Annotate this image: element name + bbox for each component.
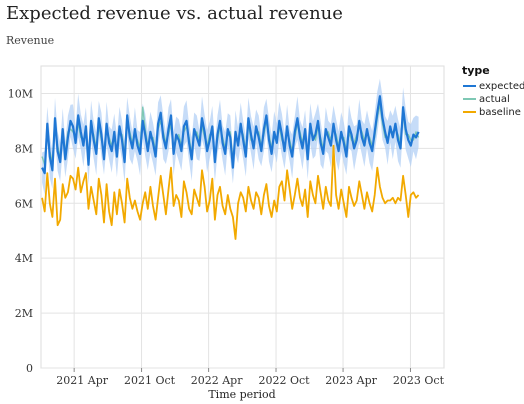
x-axis-label: Time period — [208, 388, 275, 401]
series-lines — [41, 95, 420, 240]
y-tick-label: 0 — [26, 362, 33, 375]
legend-label-expected: expected — [479, 81, 524, 92]
y-tick-label: 6M — [15, 197, 33, 210]
y-tick-label: 4M — [15, 252, 33, 265]
y-tick-label: 10M — [8, 87, 33, 100]
y-tick-label: 8M — [15, 142, 33, 155]
x-tick-label: 2023 Oct — [393, 374, 445, 387]
x-axis: 2021 Apr 2021 Oct 2022 Apr 2022 Oct 2023 Apr… — [56, 368, 445, 387]
legend-label-actual: actual — [479, 94, 510, 105]
chart-subtitle: Revenue — [6, 34, 55, 47]
y-tick-label: 2M — [15, 307, 33, 320]
x-tick-label: 2022 Oct — [258, 374, 310, 387]
x-tick-label: 2021 Apr — [56, 374, 108, 387]
x-tick-label: 2023 Apr — [325, 374, 377, 387]
legend: type expected actual baseline — [462, 64, 524, 118]
y-axis: 0 2M 4M 6M 8M 10M — [8, 87, 33, 375]
series-line-expected — [41, 95, 420, 175]
chart-title: Expected revenue vs. actual revenue — [6, 3, 343, 24]
legend-title: type — [462, 64, 490, 77]
x-tick-label: 2021 Oct — [124, 374, 176, 387]
legend-label-baseline: baseline — [479, 107, 521, 118]
x-tick-label: 2022 Apr — [191, 374, 243, 387]
series-line-baseline — [41, 144, 420, 240]
